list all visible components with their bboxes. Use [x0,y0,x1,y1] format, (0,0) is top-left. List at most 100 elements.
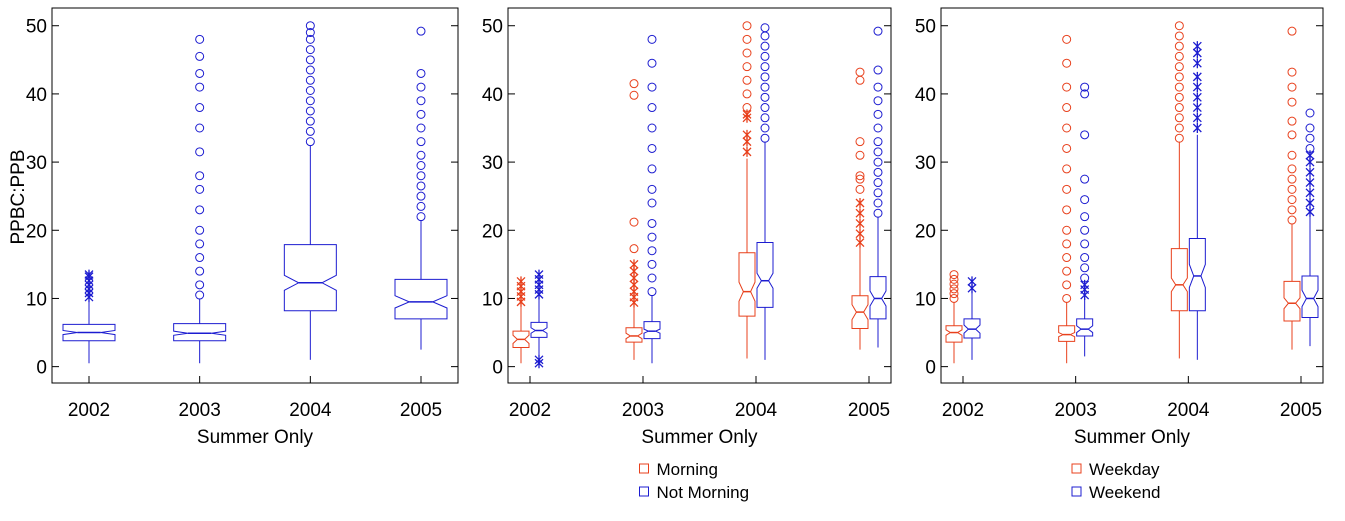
far-outlier [416,109,426,119]
far-outlier [760,31,770,41]
far-outlier [305,45,315,55]
far-outlier [195,205,205,215]
far-outlier [195,266,205,276]
y-tick-label: 0 [36,358,47,379]
far-outlier [647,246,657,256]
far-outlier [949,289,959,299]
far-outlier [647,218,657,228]
near-outlier [1305,187,1315,198]
far-outlier [1287,130,1297,140]
far-outlier [1287,82,1297,92]
y-tick-label: 30 [482,153,503,174]
far-outlier [416,26,426,36]
near-outlier [742,146,752,157]
y-tick-label: 50 [26,17,47,38]
far-outlier [1080,273,1090,283]
y-tick-label: 40 [915,85,936,106]
far-outlier [629,244,639,254]
far-outlier [1287,215,1297,225]
far-outlier [195,82,205,92]
far-outlier [873,157,883,167]
far-outlier [647,259,657,269]
near-outlier [516,276,526,287]
y-tick-label: 30 [26,153,47,174]
legend-swatch [1071,486,1082,497]
legend-label: Morning [657,460,718,479]
box [283,244,337,312]
far-outlier [195,51,205,61]
far-outlier [760,23,770,33]
box [851,295,869,329]
far-outlier [855,67,865,77]
near-outlier [1192,123,1202,133]
far-outlier [855,171,865,181]
far-outlier [1305,123,1315,133]
far-outlier [949,293,959,303]
far-outlier [760,41,770,51]
far-outlier [195,34,205,44]
far-outlier [949,284,959,294]
far-outlier [1062,280,1072,290]
y-tick-label: 50 [482,17,503,38]
far-outlier [873,198,883,208]
box [512,330,530,349]
far-outlier [416,137,426,147]
far-outlier [760,123,770,133]
y-tick-label: 0 [492,358,503,379]
y-tick-label: 20 [26,221,47,242]
far-outlier [742,34,752,44]
far-outlier [1062,205,1072,215]
far-outlier [1062,266,1072,276]
y-tick-label: 40 [482,85,503,106]
far-outlier [1305,143,1315,153]
far-outlier [305,75,315,85]
far-outlier [305,106,315,116]
x-tick-label: 2003 [179,400,221,421]
far-outlier [760,92,770,102]
plot-frame [507,7,892,384]
x-axis-label: Summer Only [641,427,758,448]
box [173,323,227,342]
far-outlier [1174,72,1184,82]
x-tick-label: 2005 [848,400,890,421]
far-outlier [1080,263,1090,273]
far-outlier [647,273,657,283]
far-outlier [195,123,205,133]
far-outlier [305,116,315,126]
far-outlier [873,167,883,177]
far-outlier [1062,58,1072,68]
box [530,321,548,338]
near-outlier [742,129,752,140]
far-outlier [742,89,752,99]
x-tick-label: 2004 [1167,400,1210,421]
near-outlier [534,354,544,365]
far-outlier [760,133,770,143]
far-outlier [949,279,959,289]
box [869,276,887,320]
near-outlier [1305,177,1315,188]
far-outlier [1174,51,1184,61]
far-outlier [305,86,315,95]
near-outlier [855,237,865,248]
far-outlier [1287,67,1297,77]
far-outlier [873,96,883,106]
far-outlier [1174,92,1184,102]
far-outlier [1062,143,1072,153]
far-outlier [1174,113,1184,123]
x-axis-label: Summer Only [1074,427,1191,448]
far-outlier [1080,195,1090,205]
far-outlier [949,270,959,280]
far-outlier [1287,184,1297,194]
far-outlier [647,287,657,297]
near-outlier [629,259,639,270]
plot-frame [51,7,459,384]
far-outlier [629,90,639,100]
near-outlier [1080,279,1090,290]
near-outlier [1192,92,1202,103]
far-outlier [855,137,865,147]
y-tick-label: 10 [26,289,47,310]
near-outlier [1192,112,1202,123]
far-outlier [195,184,205,194]
far-outlier [873,109,883,119]
